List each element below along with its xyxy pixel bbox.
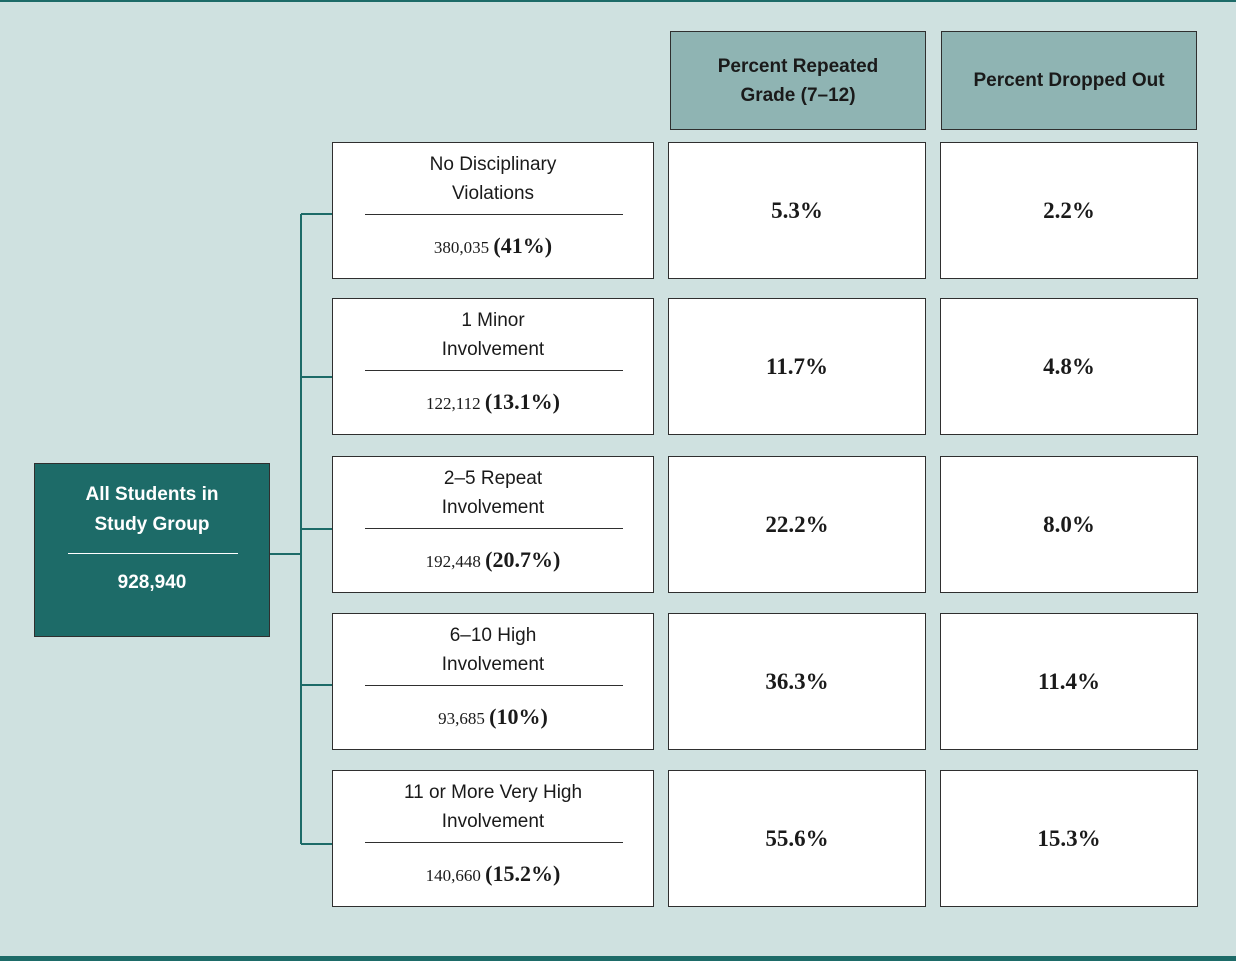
root-title: All Students in Study Group <box>85 484 219 535</box>
group-count-4: 93,685 <box>438 709 485 728</box>
group-label-4: 6–10 High Involvement <box>441 625 545 675</box>
group-label-3: 2–5 Repeat Involvement <box>441 468 545 518</box>
header-percent-dropped: Percent Dropped Out <box>941 31 1197 130</box>
group-label-5: 11 or More Very High Involvement <box>403 782 583 832</box>
group-node-2: 1 Minor Involvement 122,112 (13.1%) <box>332 298 654 435</box>
repeated-value-1: 5.3% <box>668 142 926 279</box>
group-label-2: 1 Minor Involvement <box>441 310 545 360</box>
group-divider-4 <box>365 685 623 686</box>
group-divider-5 <box>365 842 623 843</box>
group-pct-3: (20.7%) <box>485 547 561 572</box>
group-divider-3 <box>365 528 623 529</box>
group-pct-1: (41%) <box>493 233 553 258</box>
group-node-1: No Disciplinary Violations 380,035 (41%) <box>332 142 654 279</box>
dropped-value-4: 11.4% <box>940 613 1198 750</box>
group-node-5: 11 or More Very High Involvement 140,660… <box>332 770 654 907</box>
group-count-5: 140,660 <box>425 866 481 885</box>
root-divider <box>68 553 238 554</box>
group-pct-4: (10%) <box>489 704 548 729</box>
group-count-1: 380,035 <box>433 238 490 257</box>
group-count-3: 192,448 <box>425 552 481 571</box>
group-divider-2 <box>365 370 623 371</box>
header-percent-repeated: Percent Repeated Grade (7–12) <box>670 31 926 130</box>
header-percent-dropped-label: Percent Dropped Out <box>973 70 1165 91</box>
group-pct-5: (15.2%) <box>485 861 561 886</box>
dropped-value-1: 2.2% <box>940 142 1198 279</box>
dropped-value-3: 8.0% <box>940 456 1198 593</box>
repeated-value-5: 55.6% <box>668 770 926 907</box>
repeated-value-2: 11.7% <box>668 298 926 435</box>
group-node-3: 2–5 Repeat Involvement 192,448 (20.7%) <box>332 456 654 593</box>
root-count: 928,940 <box>117 572 187 593</box>
group-count-2: 122,112 <box>425 394 481 413</box>
header-percent-repeated-label: Percent Repeated Grade (7–12) <box>717 55 879 106</box>
group-pct-2: (13.1%) <box>484 389 561 414</box>
group-divider-1 <box>365 214 623 215</box>
dropped-value-5: 15.3% <box>940 770 1198 907</box>
root-node: All Students in Study Group 928,940 <box>34 463 270 637</box>
repeated-value-3: 22.2% <box>668 456 926 593</box>
repeated-value-4: 36.3% <box>668 613 926 750</box>
dropped-value-2: 4.8% <box>940 298 1198 435</box>
group-label-1: No Disciplinary Violations <box>429 154 557 204</box>
group-node-4: 6–10 High Involvement 93,685 (10%) <box>332 613 654 750</box>
